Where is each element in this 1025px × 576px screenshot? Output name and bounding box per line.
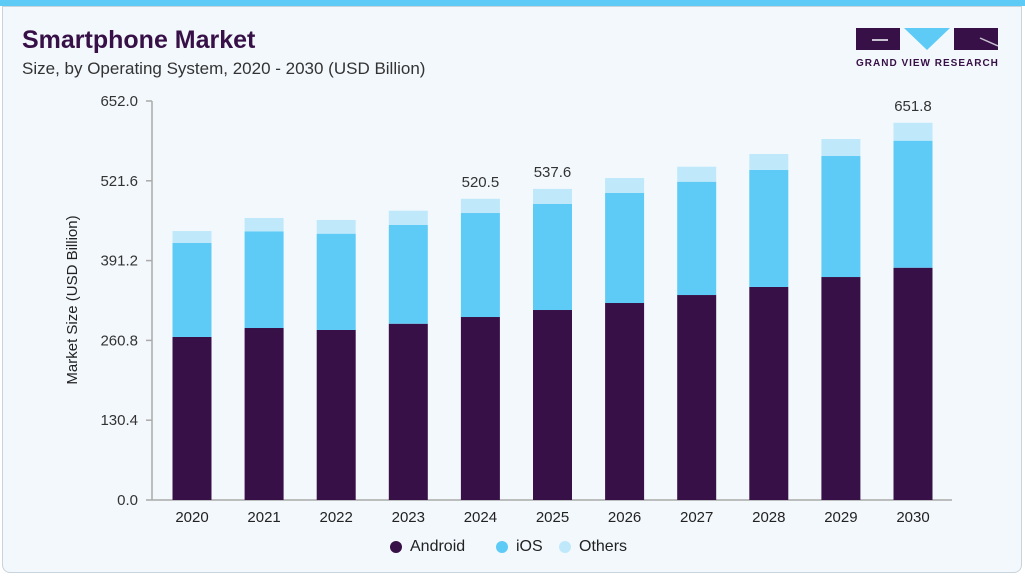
bar-others-2022 <box>316 219 356 234</box>
bar-ios-2021 <box>244 231 284 329</box>
bar-others-2023 <box>388 210 428 225</box>
bar-android-2030 <box>893 267 933 500</box>
data-label-2024: 520.5 <box>462 174 500 191</box>
bar-others-2026 <box>605 178 645 193</box>
bar-ios-2020 <box>172 242 212 337</box>
bar-ios-2028 <box>749 169 789 287</box>
y-tick-label: 0.0 <box>117 492 138 509</box>
legend-item-android: Android <box>390 538 465 556</box>
bar-android-2024 <box>460 317 500 500</box>
legend-label: Others <box>579 538 628 555</box>
legend-swatch <box>559 541 571 553</box>
x-tick-label: 2021 <box>247 509 280 526</box>
x-tick-label: 2024 <box>464 509 497 526</box>
legend-item-ios: iOS <box>496 538 543 556</box>
y-tick-label: 652.0 <box>100 93 138 110</box>
x-tick-label: 2022 <box>320 509 353 526</box>
x-tick-label: 2026 <box>608 509 641 526</box>
x-tick-label: 2028 <box>752 509 785 526</box>
x-tick-label: 2029 <box>824 509 857 526</box>
logo-text: GRAND VIEW RESEARCH <box>856 58 999 69</box>
bar-others-2028 <box>749 153 789 170</box>
bar-others-2021 <box>244 217 284 232</box>
bar-ios-2025 <box>533 203 572 311</box>
y-tick-label: 521.6 <box>100 173 138 190</box>
y-tick-label: 260.8 <box>100 332 138 349</box>
bar-android-2025 <box>533 310 572 500</box>
x-tick-label: 2027 <box>680 509 713 526</box>
x-tick-label: 2030 <box>896 509 929 526</box>
y-tick-label: 391.2 <box>100 253 138 270</box>
legend-label: Android <box>410 538 466 555</box>
bar-ios-2022 <box>316 233 356 330</box>
bar-android-2022 <box>316 329 356 500</box>
bar-others-2020 <box>172 231 212 243</box>
y-axis-title: Market Size (USD Billion) <box>64 215 81 384</box>
chart-title: Smartphone Market <box>22 26 256 54</box>
bar-ios-2029 <box>821 156 861 278</box>
top-accent-stripe <box>0 0 1025 6</box>
bar-android-2020 <box>172 336 212 500</box>
bar-ios-2030 <box>893 140 933 268</box>
bar-android-2026 <box>605 303 645 500</box>
bar-others-2029 <box>821 139 861 157</box>
data-label-2030: 651.8 <box>894 98 932 115</box>
bar-android-2028 <box>749 286 789 500</box>
bar-others-2030 <box>893 122 933 141</box>
bar-android-2023 <box>388 323 428 500</box>
legend-swatch <box>496 541 508 553</box>
legend-label: iOS <box>516 538 543 555</box>
bar-android-2029 <box>821 277 861 500</box>
bar-ios-2027 <box>677 181 717 296</box>
bar-android-2021 <box>244 328 284 500</box>
bar-others-2025 <box>533 188 572 204</box>
chart-subtitle: Size, by Operating System, 2020 - 2030 (… <box>22 59 426 78</box>
bar-android-2027 <box>677 295 717 500</box>
legend-item-others: Others <box>559 538 627 556</box>
bar-ios-2024 <box>460 213 500 318</box>
x-tick-label: 2020 <box>175 509 208 526</box>
bar-others-2027 <box>677 166 717 182</box>
data-label-2025: 537.6 <box>534 164 572 181</box>
bar-ios-2026 <box>605 192 645 304</box>
y-tick-label: 130.4 <box>100 412 138 429</box>
bar-ios-2023 <box>388 225 428 324</box>
legend-swatch <box>390 541 402 553</box>
x-tick-label: 2023 <box>392 509 425 526</box>
bar-others-2024 <box>460 198 500 214</box>
x-tick-label: 2025 <box>536 509 569 526</box>
grand-view-research-logo <box>856 28 998 50</box>
